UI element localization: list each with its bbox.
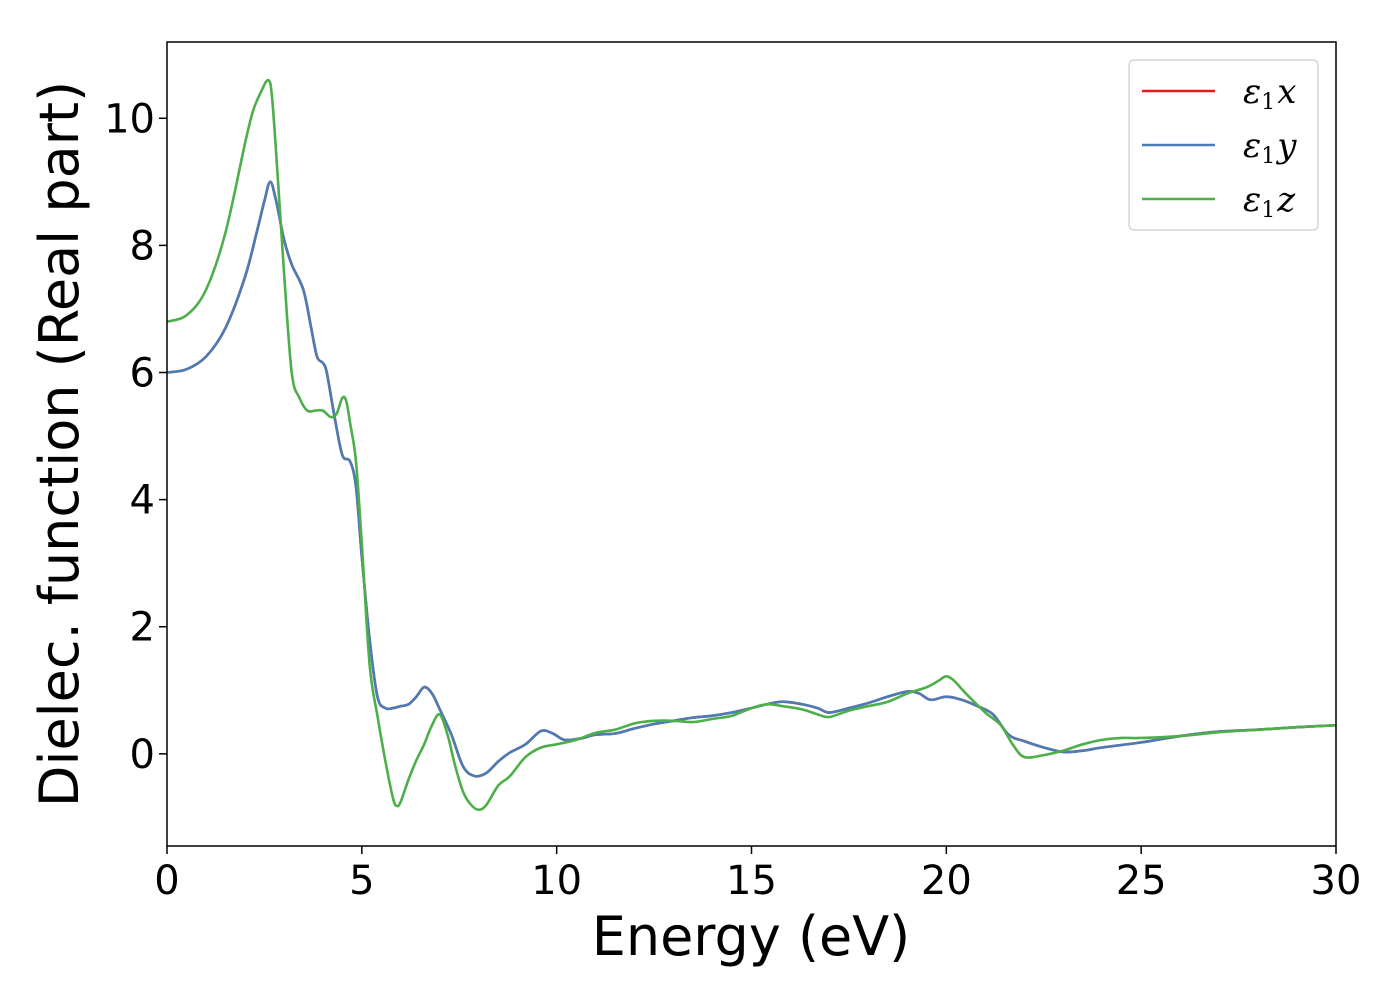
x-tick-label: 15 — [726, 858, 777, 904]
y-tick-label: 0 — [130, 732, 155, 778]
y-tick-label: 10 — [104, 96, 155, 142]
x-tick-label: 20 — [921, 858, 972, 904]
y-tick-label: 8 — [130, 223, 155, 269]
legend-box — [1128, 59, 1319, 231]
x-tick-label: 0 — [154, 858, 179, 904]
y-axis-ticks: 0 2 4 6 8 10 — [104, 96, 167, 778]
y-tick-label: 2 — [130, 605, 155, 651]
x-tick-label: 25 — [1116, 858, 1167, 904]
series-line-z — [167, 78, 1336, 812]
x-tick-label: 5 — [349, 858, 374, 904]
x-axis-ticks: 0 5 10 15 20 25 30 — [154, 846, 1361, 904]
y-tick-label: 4 — [130, 478, 155, 524]
legend-label-z: ε1z — [1243, 180, 1296, 223]
legend-label-y: ε1y — [1243, 126, 1297, 169]
x-axis-label: Energy (eV) — [592, 905, 911, 968]
series-layer — [167, 78, 1336, 812]
y-tick-label: 6 — [130, 350, 155, 396]
legend: ε1x ε1y ε1z — [1128, 59, 1319, 231]
x-tick-label: 30 — [1311, 858, 1362, 904]
y-axis-label: Dielec. function (Real part) — [28, 81, 91, 807]
x-tick-label: 10 — [531, 858, 582, 904]
legend-label-x: ε1x — [1243, 72, 1296, 115]
